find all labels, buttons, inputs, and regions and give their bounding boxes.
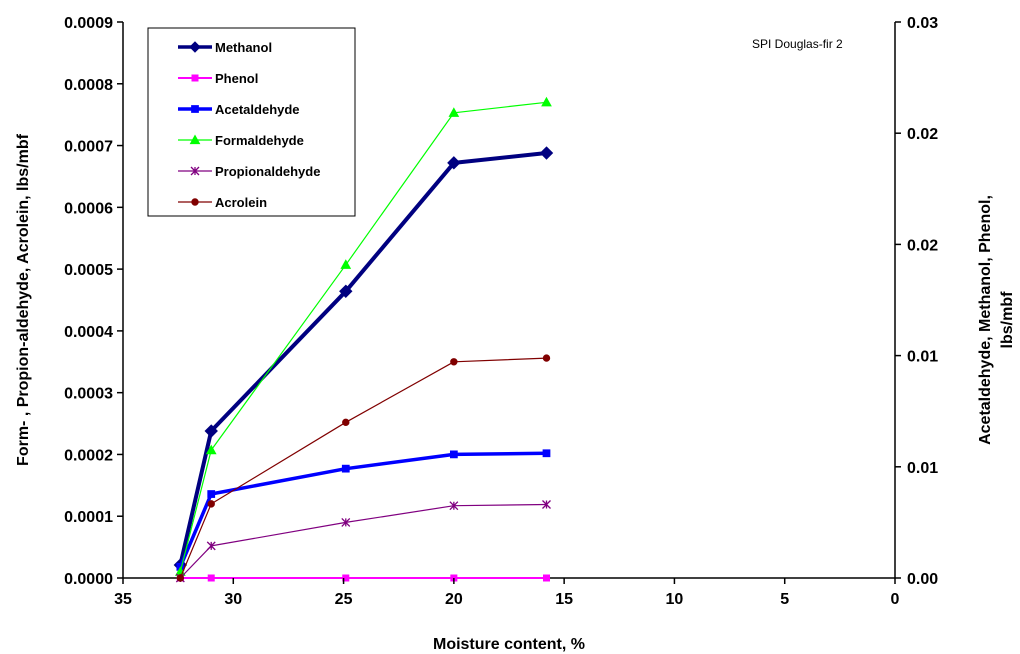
formaldehyde-point [340, 259, 352, 269]
y-left-axis-title: Form- , Propion-aldehyde, Acrolein, lbs/… [15, 133, 32, 466]
x-tick-label: 0 [891, 591, 900, 608]
legend-swatch-marker [191, 198, 199, 206]
x-tick-label: 30 [224, 591, 242, 608]
legend-item-formaldehyde: Formaldehyde [178, 133, 304, 148]
series-layer [173, 96, 554, 583]
y-left-tick-label: 0.0004 [64, 324, 113, 341]
legend-item-propionaldehyde: Propionaldehyde [178, 164, 320, 179]
y-right-tick-label: 0.03 [907, 15, 938, 32]
x-axis-title: Moisture content, % [433, 636, 585, 653]
tick-layer: 35 30 25 20 15 10 5 0 0.0000 0.0001 0.0002 0.0003 0.… [64, 15, 938, 608]
formaldehyde-point [448, 107, 460, 117]
series-acrolein [176, 354, 551, 582]
legend-swatch-marker [189, 134, 201, 145]
legend-swatch-marker [190, 166, 200, 176]
acrolein-point [342, 418, 350, 427]
legend-label: Methanol [215, 40, 272, 55]
propionaldehyde-point [449, 501, 459, 511]
legend-item-phenol: Phenol [178, 71, 258, 86]
y-right-axis-title-line1: Acetaldehyde, Methanol, Phenol, [977, 195, 994, 445]
legend-swatch-marker [191, 105, 199, 113]
chart-annotation: SPI Douglas-fir 2 [752, 37, 843, 51]
y-right-tick-label: 0.01 [907, 349, 938, 366]
formaldehyde-point [205, 444, 217, 455]
series-acetaldehyde [176, 449, 551, 571]
formaldehyde-point [541, 96, 552, 107]
propionaldehyde-line [179, 503, 547, 579]
acetaldehyde-point [542, 449, 551, 458]
y-left-tick-label: 0.0000 [64, 571, 113, 588]
legend-label: Propionaldehyde [215, 164, 320, 179]
phenol-point [207, 574, 215, 582]
acetaldehyde-point [449, 450, 458, 459]
legend-item-acrolein: Acrolein [178, 195, 267, 210]
acrolein-point [542, 354, 551, 362]
legend-swatch-marker [191, 74, 199, 82]
propionaldehyde-point [206, 541, 216, 551]
y-right-tick-label: 0.00 [907, 571, 938, 588]
legend-item-acetaldehyde: Acetaldehyde [178, 102, 300, 117]
y-left-tick-label: 0.0003 [64, 386, 113, 403]
y-left-tick-label: 0.0007 [64, 139, 113, 156]
methanol-point [339, 284, 353, 298]
acrolein-point [176, 574, 185, 582]
phenol-point [542, 574, 550, 582]
legend-item-methanol: Methanol [178, 40, 272, 55]
propionaldehyde-point [341, 517, 351, 527]
x-tick-label: 5 [780, 591, 789, 608]
x-tick-label: 35 [114, 591, 132, 608]
legend: Methanol Phenol Acetaldehyde Formaldehyde Pr… [147, 27, 356, 217]
phenol-point [342, 574, 350, 582]
y-right-tick-label: 0.02 [907, 237, 938, 254]
y-left-tick-label: 0.0006 [64, 200, 113, 217]
y-left-tick-label: 0.0005 [64, 262, 113, 279]
acetaldehyde-point [341, 464, 350, 473]
legend-label: Acetaldehyde [215, 102, 300, 117]
legend-box [147, 27, 356, 217]
y-right-axis-title-line2: lbs/mbf [999, 291, 1016, 349]
x-tick-label: 10 [666, 591, 684, 608]
y-right-tick-label: 0.02 [907, 126, 938, 143]
y-left-tick-label: 0.0001 [64, 509, 113, 526]
methanol-point [539, 146, 554, 160]
methanol-point [447, 156, 461, 170]
y-left-tick-label: 0.0008 [64, 77, 113, 94]
methanol-point [204, 424, 218, 438]
x-tick-label: 20 [445, 591, 463, 608]
x-tick-label: 25 [335, 591, 353, 608]
y-left-tick-label: 0.0002 [64, 447, 113, 464]
acetaldehyde-line [178, 451, 547, 568]
legend-label: Formaldehyde [215, 133, 304, 148]
acrolein-point [450, 358, 458, 366]
y-right-tick-label: 0.01 [907, 460, 938, 477]
series-propionaldehyde [175, 500, 551, 583]
acrolein-point [207, 500, 215, 508]
legend-swatch-marker [189, 41, 201, 53]
propionaldehyde-point [542, 500, 551, 509]
legend-label: Acrolein [215, 195, 267, 210]
legend-label: Phenol [215, 71, 258, 86]
x-tick-label: 15 [555, 591, 573, 608]
y-left-tick-label: 0.0009 [64, 15, 113, 32]
acetaldehyde-point [207, 490, 216, 498]
